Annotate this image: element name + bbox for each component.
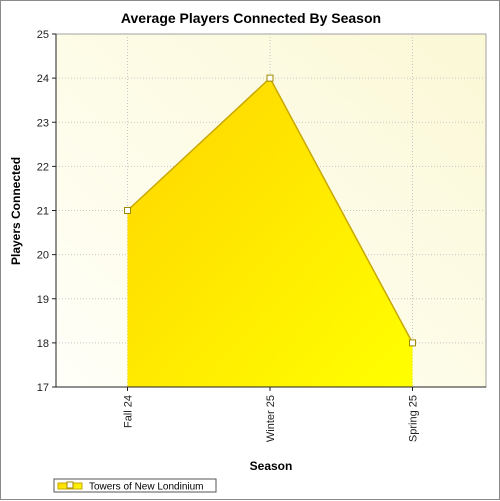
y-tick-label: 19	[37, 294, 49, 306]
x-tick-label: Spring 25	[408, 395, 420, 442]
y-tick-label: 24	[37, 73, 49, 85]
series-area-fill	[127, 78, 413, 387]
y-tick-label: 21	[37, 206, 49, 218]
y-tick-label: 18	[37, 338, 49, 350]
x-tick-label: Winter 25	[265, 395, 277, 442]
x-axis-tick-labels: Fall 24 Winter 25 Spring 25	[123, 395, 420, 442]
y-tick-label: 22	[37, 161, 49, 173]
data-point-marker	[266, 74, 274, 82]
data-point-marker	[124, 207, 131, 214]
axes	[52, 33, 486, 391]
x-axis-title: Season	[250, 459, 293, 473]
x-tick-label: Fall 24	[123, 395, 135, 428]
y-tick-label: 17	[37, 382, 49, 394]
y-tick-label: 23	[37, 117, 49, 129]
legend-marker-icon	[66, 481, 74, 489]
legend-label: Towers of New Londinium	[89, 482, 204, 493]
chart-title: Average Players Connected By Season	[121, 10, 381, 26]
legend: Towers of New Londinium	[53, 478, 217, 493]
y-tick-label: 20	[37, 250, 49, 262]
y-axis-tick-labels: 17 18 19 20 21 22 23 24 25	[37, 29, 49, 394]
y-tick-label: 25	[37, 29, 49, 41]
legend-box	[53, 478, 217, 493]
series-markers	[124, 74, 416, 347]
y-axis-title: Players Connected	[9, 157, 23, 265]
data-point-marker	[409, 339, 416, 347]
